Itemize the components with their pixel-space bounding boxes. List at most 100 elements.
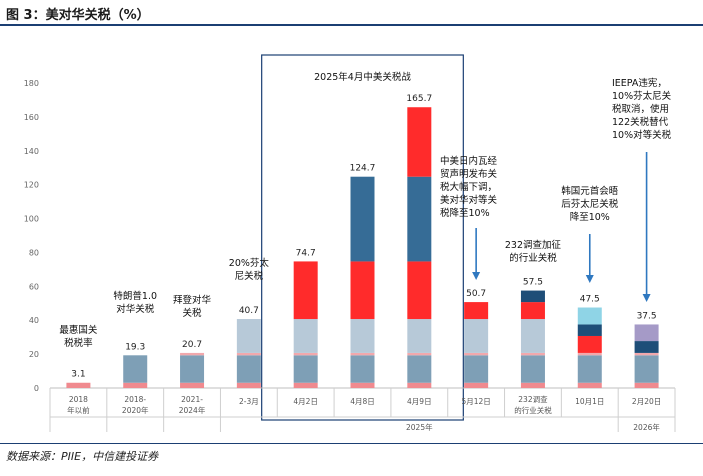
bar-segment-tariff_2018 <box>577 352 602 356</box>
bar-segment-mfn <box>123 382 148 388</box>
y-tick-label: 160 <box>24 113 39 122</box>
annotation-text: 特朗普1.0 <box>113 290 157 302</box>
source-divider <box>0 443 703 444</box>
annotation-text: 拜登对华 <box>173 294 212 306</box>
category-label: 4月2日 <box>293 397 318 406</box>
bar-total-label: 47.5 <box>580 295 600 305</box>
annotation-text: 韩国元首会晤 <box>561 185 619 197</box>
category-label: 10月1日 <box>575 397 604 406</box>
bar-segment-reciprocal <box>350 261 375 320</box>
bar-segment-reciprocal <box>407 261 432 320</box>
annotation-text: 最惠国关 <box>59 324 98 336</box>
bar-segment-base <box>350 355 375 383</box>
bar-segment-tariff_2018 <box>293 352 318 356</box>
bar-total-label: 165.7 <box>406 94 432 104</box>
category-label: 2018- <box>124 395 146 404</box>
bar-segment-steel <box>634 341 659 353</box>
y-tick-label: 80 <box>29 248 39 257</box>
title-divider <box>0 24 703 26</box>
bar-total-label: 57.5 <box>523 278 543 288</box>
arrow-feb20-head <box>642 294 651 302</box>
bar-segment-tariff_2018 <box>634 352 659 356</box>
bar-segment-tariff_2018 <box>350 352 375 356</box>
bar-segment-fentanyl <box>464 319 489 353</box>
bar-segment-base <box>520 355 545 383</box>
bar-segment-tariff_2018 <box>464 352 489 356</box>
annotation-text: 122关税替代 <box>612 116 669 128</box>
bar-segment-reciprocal <box>293 261 318 320</box>
annotation-text: 美对华对等关 <box>440 194 498 206</box>
bar-segment-base <box>464 355 489 383</box>
annotation-text: 降至10% <box>570 211 610 223</box>
annotation-text: 232调查加征 <box>505 239 562 251</box>
category-label: 2018 <box>69 395 88 404</box>
bar-total-label: 20.7 <box>182 340 202 350</box>
y-tick-label: 60 <box>29 282 39 291</box>
bar-total-label: 74.7 <box>296 248 316 258</box>
figure-source: 数据来源：PIIE，中信建投证券 <box>6 450 159 463</box>
annotation-text: 的行业关税 <box>509 252 557 264</box>
bar-segment-base <box>577 355 602 383</box>
tariff-chart: 0 20 40 60 80 100 120 140 160 180 3.1 19.3 20.7 40.7 7… <box>24 54 676 432</box>
bar-segment-mfn <box>350 382 375 388</box>
bar-segment-fentanyl <box>293 319 318 353</box>
annotation-text: 税大幅下调， <box>440 181 497 193</box>
bar-total-label: 50.7 <box>466 289 486 299</box>
bar-segment-reciprocal <box>520 302 545 320</box>
bar-segment-mfn <box>293 382 318 388</box>
bar-segment-steel <box>577 324 602 336</box>
bar-segment-fentanyl <box>407 319 432 353</box>
category-label: 2024年 <box>179 405 206 415</box>
annotation-text: 10%对等关税 <box>612 129 672 141</box>
bar-segment-mfn <box>520 382 545 388</box>
annotation-text: 税降至10% <box>440 207 490 219</box>
bar-segment-tariff_2018 <box>180 352 205 356</box>
bar-segment-steel <box>520 290 545 303</box>
y-tick-label: 140 <box>24 147 39 156</box>
bar-segment-mfn <box>577 382 602 388</box>
annotation-text: 税税率 <box>64 337 93 349</box>
category-label: 的行业关税 <box>514 405 552 415</box>
annotation-text: 中美日内瓦经 <box>440 155 498 167</box>
annotation-text: 对华关税 <box>116 303 155 315</box>
y-tick-label: 20 <box>29 350 39 359</box>
bar-segment-escalation <box>407 176 432 262</box>
bar-total-label: 3.1 <box>71 370 85 380</box>
bar-total-label: 19.3 <box>125 342 145 352</box>
annotation-text: 关税 <box>183 307 203 319</box>
annotation-text: 贸声明发布关 <box>440 168 498 180</box>
annotation-text: IEEPA违宪， <box>612 77 667 89</box>
category-label: 2月20日 <box>632 397 661 406</box>
y-tick-label: 40 <box>29 316 39 325</box>
bar-segment-mfn <box>407 382 432 388</box>
bar-segment-base <box>180 355 205 383</box>
bar-segment-base <box>634 355 659 383</box>
arrow-may12-head <box>472 272 481 280</box>
y-tick-label: 100 <box>24 215 39 224</box>
category-label: 2021- <box>181 395 203 404</box>
bar-segment-mfn <box>180 382 205 388</box>
bar-segment-tariff_2018 <box>520 352 545 356</box>
bar-segment-fentanyl <box>350 319 375 353</box>
category-label: 2-3月 <box>239 397 259 406</box>
bar-total-label: 124.7 <box>350 164 376 174</box>
category-group-label: 2026年 <box>633 422 660 432</box>
category-label: 4月9日 <box>407 397 432 406</box>
april-2025-highlight-box <box>261 54 464 421</box>
bar-total-label: 40.7 <box>239 306 259 316</box>
bar-segment-reciprocal <box>407 107 432 177</box>
category-label: 年以前 <box>67 405 90 415</box>
category-label: 5月12日 <box>461 397 490 406</box>
bar-segment-base <box>407 355 432 383</box>
category-label: 2020年 <box>122 405 149 415</box>
bar-segment-base <box>236 355 261 383</box>
bar-segment-base <box>293 355 318 383</box>
bar-segment-fentanyl <box>520 319 545 353</box>
annotation-text: 20%芬太 <box>229 257 270 269</box>
figure-title: 图 3：美对华关税（%） <box>6 8 150 23</box>
annotation-text: 税取消，使用 <box>612 103 669 115</box>
bar-segment-base <box>123 355 148 383</box>
annotation-text: 后芬太尼关税 <box>561 198 619 210</box>
annotation-text: 10%芬太尼关 <box>612 90 672 102</box>
category-group-label: 2025年 <box>406 422 433 432</box>
